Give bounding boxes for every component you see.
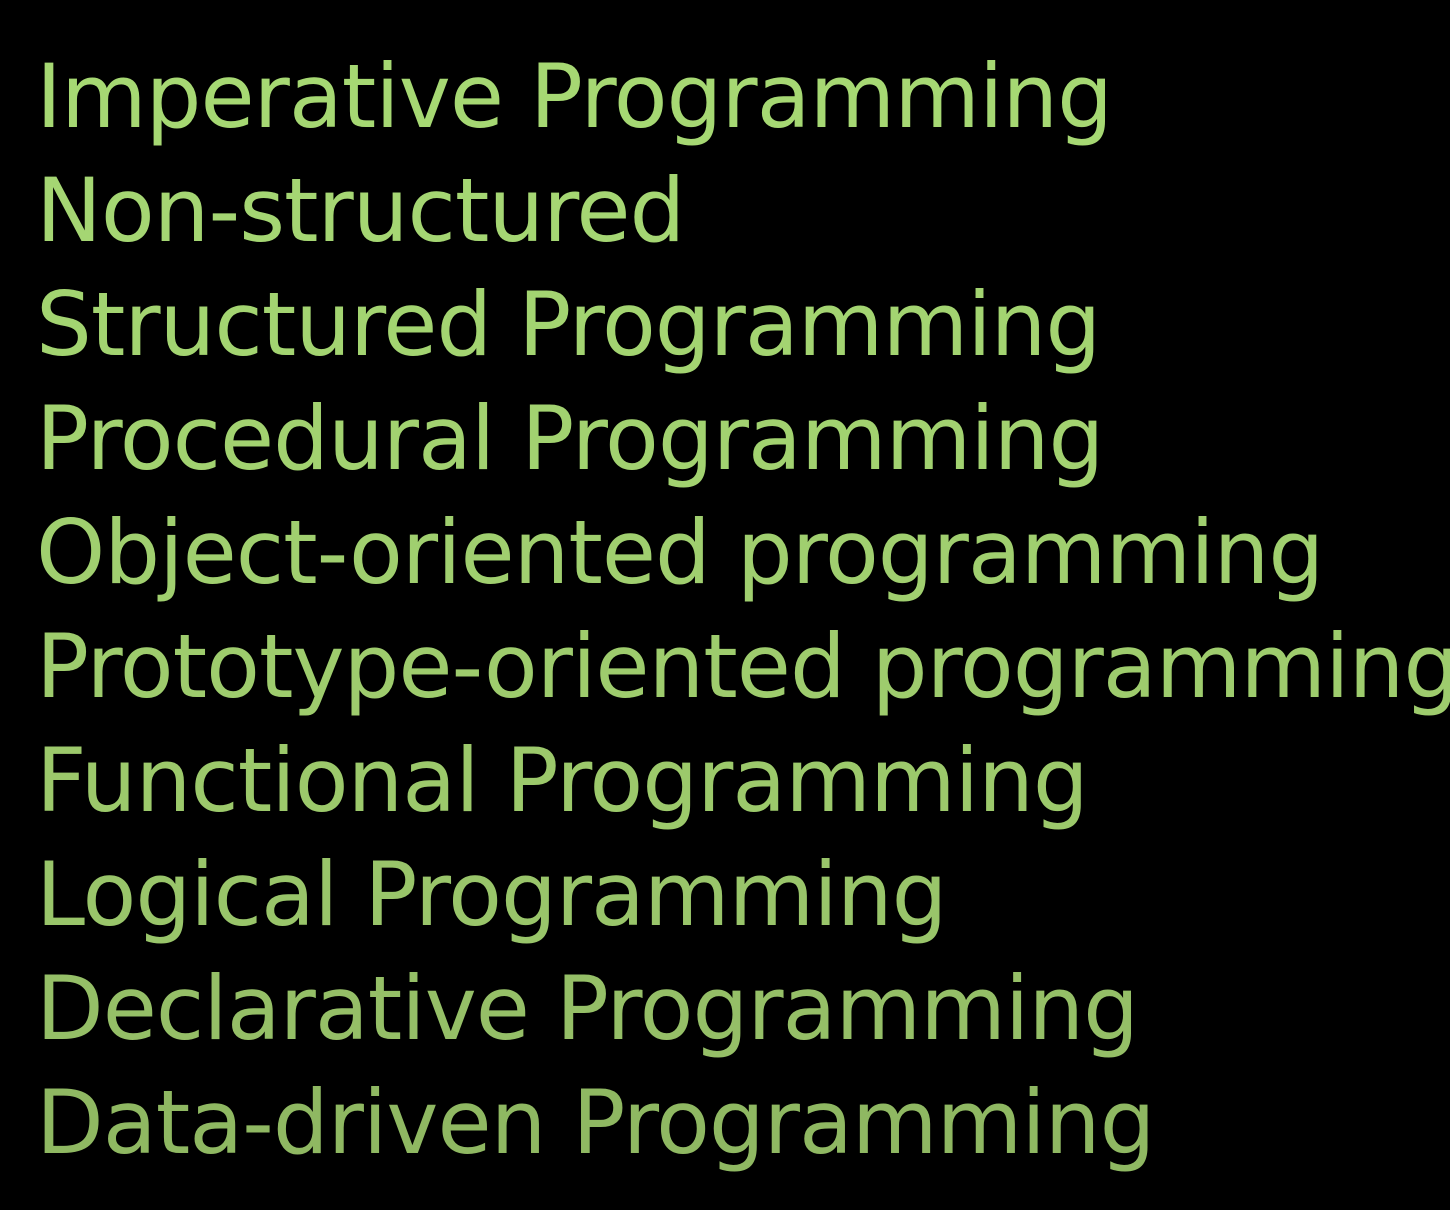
list-item: Structured Programming bbox=[36, 273, 1101, 376]
list-item: Declarative Programming bbox=[36, 957, 1139, 1060]
paradigm-list: Imperative Programming Non-structured St… bbox=[36, 40, 1450, 1180]
list-item: Imperative Programming bbox=[36, 45, 1113, 148]
list-item: Functional Programming bbox=[36, 729, 1089, 832]
list-item: Object-oriented programming bbox=[36, 501, 1324, 604]
list-item: Prototype-oriented programming bbox=[36, 615, 1450, 718]
list-item: Logical Programming bbox=[36, 843, 947, 946]
list-item: Non-structured bbox=[36, 159, 685, 262]
list-item: Data-driven Programming bbox=[36, 1071, 1155, 1174]
list-item: Procedural Programming bbox=[36, 387, 1104, 490]
